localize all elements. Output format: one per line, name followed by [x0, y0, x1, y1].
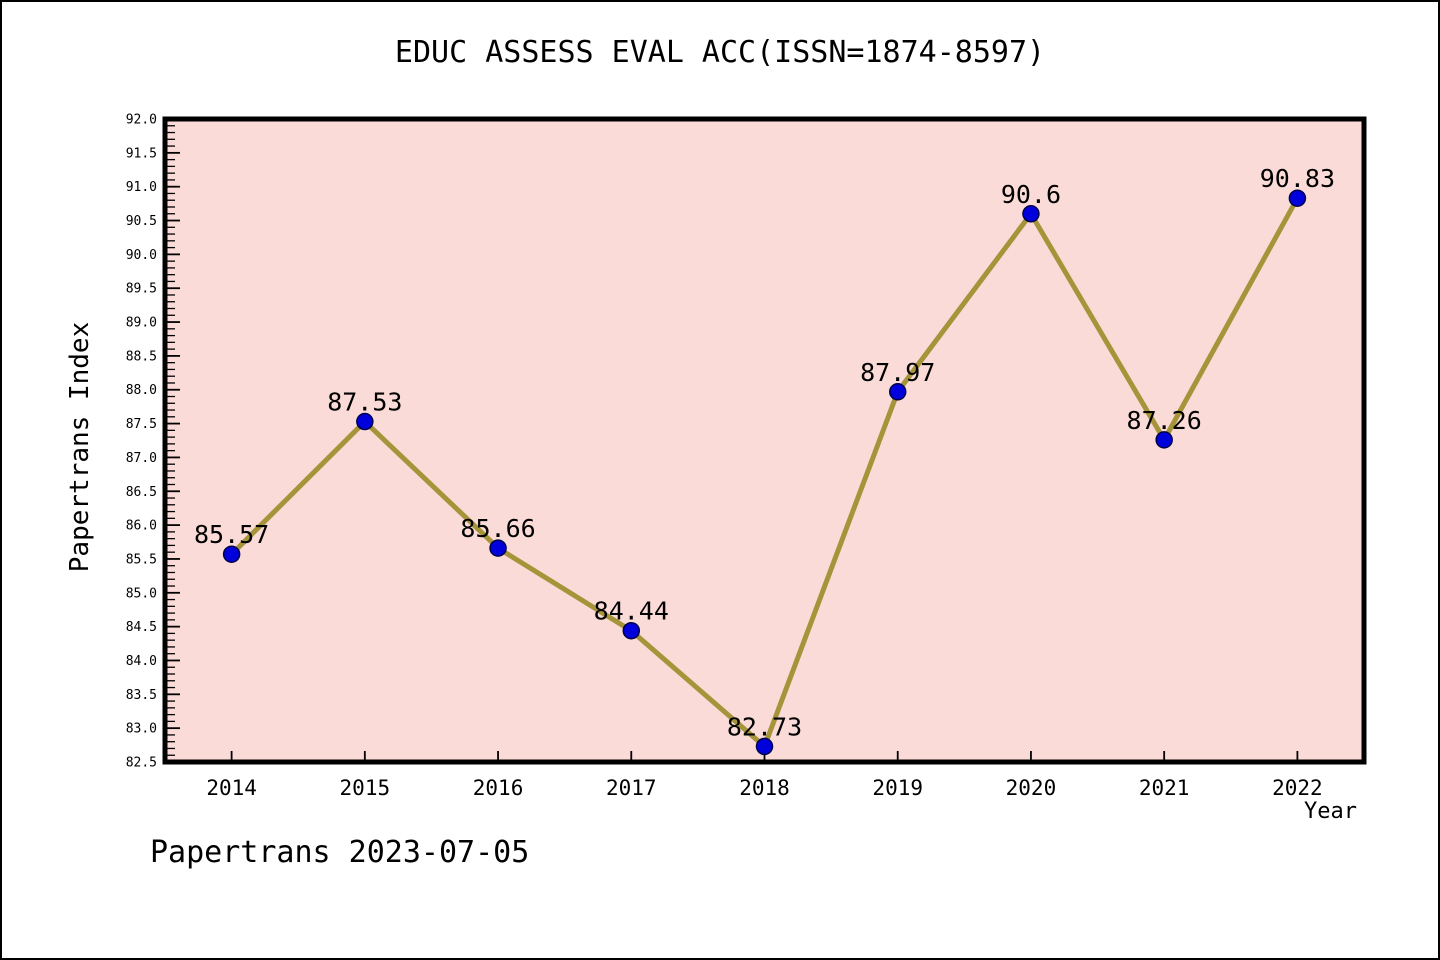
y-tick-label: 87.5 [126, 417, 157, 432]
y-tick-label: 90.0 [126, 248, 157, 263]
y-tick-label: 84.0 [126, 654, 157, 669]
x-axis-ticks: 2014 2015 2016 2017 2018 2019 2020 2021 2022 [206, 751, 1323, 800]
x-tick-label: 2019 [872, 776, 923, 800]
x-tick-label: 2020 [1006, 776, 1057, 800]
x-tick-label: 2014 [206, 776, 257, 800]
point-value-label: 87.26 [1127, 406, 1202, 435]
point-value-label: 82.73 [727, 712, 802, 741]
point-value-label: 87.53 [327, 388, 402, 417]
y-tick-label: 85.0 [126, 586, 157, 601]
data-points [222, 189, 1307, 756]
y-tick-label: 83.0 [126, 722, 157, 737]
plot-border [162, 116, 1367, 765]
y-tick-label: 91.5 [126, 146, 157, 161]
y-tick-label: 85.5 [126, 552, 157, 567]
x-axis-label: Year [1304, 799, 1357, 824]
y-tick-label: 87.0 [126, 451, 157, 466]
point-value-label: 87.97 [860, 358, 935, 387]
y-tick-label: 82.5 [126, 756, 157, 771]
y-tick-label: 90.5 [126, 214, 157, 229]
y-axis-major-ticks: 82.5 83.0 83.5 84.0 84.5 85.0 85.5 86.0 86.5 87.0… [126, 113, 180, 771]
y-tick-label: 91.0 [126, 180, 157, 195]
y-tick-label: 83.5 [126, 688, 157, 703]
point-value-label: 90.83 [1260, 164, 1335, 193]
y-axis-minor-ticks [167, 125, 175, 756]
y-tick-label: 86.0 [126, 519, 157, 534]
point-value-label: 85.66 [460, 514, 535, 543]
footer-watermark: Papertrans 2023-07-05 [150, 835, 530, 870]
data-point-marker [755, 737, 774, 756]
data-point-marker [489, 539, 507, 557]
x-tick-label: 2017 [606, 776, 657, 800]
data-point-marker [1155, 431, 1173, 449]
point-value-label: 85.57 [194, 520, 269, 549]
data-point-marker [222, 545, 241, 563]
data-point-marker [622, 621, 641, 640]
y-tick-label: 88.0 [126, 383, 157, 398]
x-tick-label: 2016 [473, 776, 524, 800]
data-point-marker [1022, 205, 1040, 223]
y-tick-label: 88.5 [126, 349, 157, 364]
x-tick-label: 2021 [1139, 776, 1190, 800]
data-point-marker [888, 383, 907, 401]
y-tick-label: 89.0 [126, 316, 157, 331]
y-tick-label: 89.5 [126, 282, 157, 297]
point-labels: 85.57 87.53 85.66 84.44 82.73 87.97 90.6 87.26 9… [194, 164, 1335, 741]
y-tick-label: 92.0 [126, 113, 157, 128]
point-value-label: 84.44 [594, 597, 669, 626]
x-tick-label: 2018 [739, 776, 790, 800]
x-tick-label: 2015 [340, 776, 391, 800]
y-tick-label: 86.5 [126, 485, 157, 500]
data-point-marker [356, 412, 374, 431]
chart-title: EDUC ASSESS EVAL ACC(ISSN=1874-8597) [394, 35, 1046, 70]
y-tick-label: 84.5 [126, 620, 157, 635]
point-value-label: 90.6 [1001, 180, 1061, 209]
x-tick-label: 2022 [1272, 776, 1323, 800]
data-point-marker [1288, 189, 1307, 207]
